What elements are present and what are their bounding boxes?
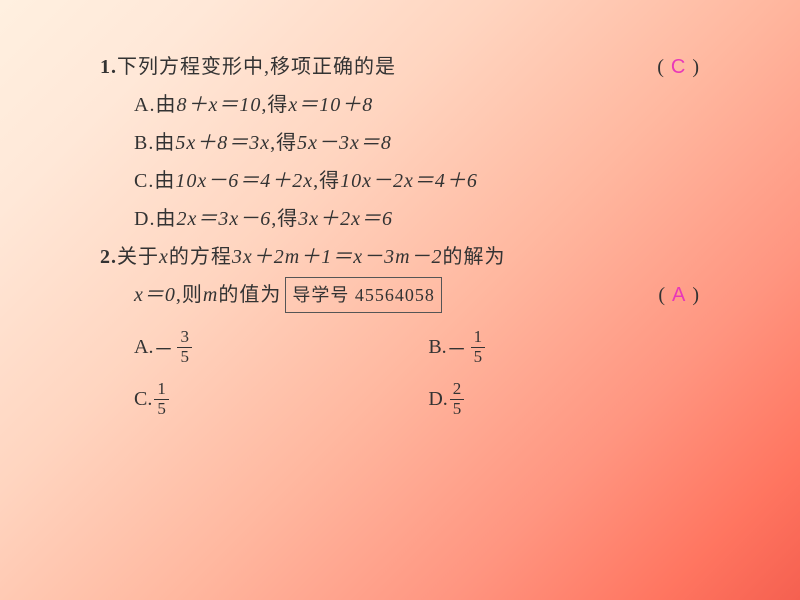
q2-option-d: D. 25 bbox=[428, 380, 700, 418]
q2-option-b: B. －15 bbox=[428, 328, 700, 366]
reference-box: 导学号 45564058 bbox=[285, 277, 442, 313]
question-1: 1. 下列方程变形中,移项正确的是 ( C ) bbox=[100, 48, 700, 86]
q2-option-a: A. －35 bbox=[134, 328, 428, 366]
q1-option-a: A. 由 8＋x＝10,得 x＝10＋8 bbox=[100, 86, 700, 124]
q2-answer: ( A ) bbox=[630, 276, 700, 314]
q1-number: 1. bbox=[100, 48, 117, 86]
q2-row1: A. －35 B. －15 bbox=[100, 328, 700, 366]
q2-line2: x＝0,则 m 的值为导学号 45564058 ( A ) bbox=[100, 276, 700, 314]
q1-answer: ( C ) bbox=[657, 48, 700, 86]
question-2: 2. 关于 x 的方程 3x＋2m＋1＝x－3m－2 的解为 bbox=[100, 238, 700, 276]
q2-option-c: C. 15 bbox=[134, 380, 428, 418]
q2-row2: C. 15 D. 25 bbox=[100, 380, 700, 418]
q2-number: 2. bbox=[100, 238, 117, 276]
q1-option-c: C. 由 10x－6＝4＋2x,得 10x－2x＝4＋6 bbox=[100, 162, 700, 200]
q1-option-d: D. 由 2x＝3x－6,得 3x＋2x＝6 bbox=[100, 200, 700, 238]
q1-text: 下列方程变形中,移项正确的是 bbox=[117, 48, 396, 86]
q1-option-b: B. 由 5x＋8＝3x,得 5x－3x＝8 bbox=[100, 124, 700, 162]
